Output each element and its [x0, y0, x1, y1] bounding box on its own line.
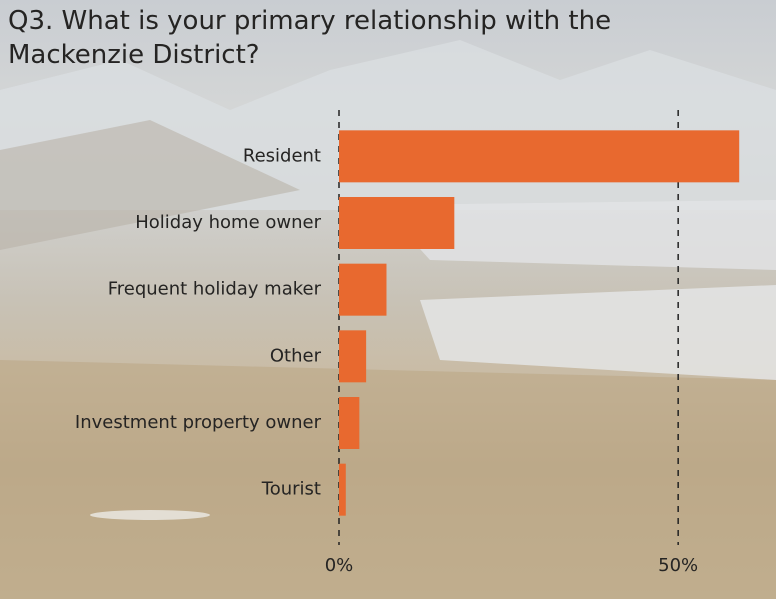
bar	[339, 463, 346, 516]
bar	[339, 130, 740, 183]
chart-title: Q3. What is your primary relationship wi…	[8, 6, 612, 70]
bar	[339, 263, 387, 316]
bar	[339, 330, 367, 383]
x-tick-label: 0%	[325, 555, 354, 576]
y-tick-label: Resident	[243, 145, 321, 166]
y-tick-label: Investment property owner	[75, 412, 322, 433]
y-tick-label: Frequent holiday maker	[108, 279, 322, 300]
y-tick-label: Other	[270, 345, 322, 366]
bar	[339, 197, 455, 249]
bar	[339, 397, 360, 449]
x-tick-label: 50%	[658, 555, 698, 576]
y-tick-label: Tourist	[261, 479, 321, 500]
y-tick-label: Holiday home owner	[135, 212, 321, 233]
